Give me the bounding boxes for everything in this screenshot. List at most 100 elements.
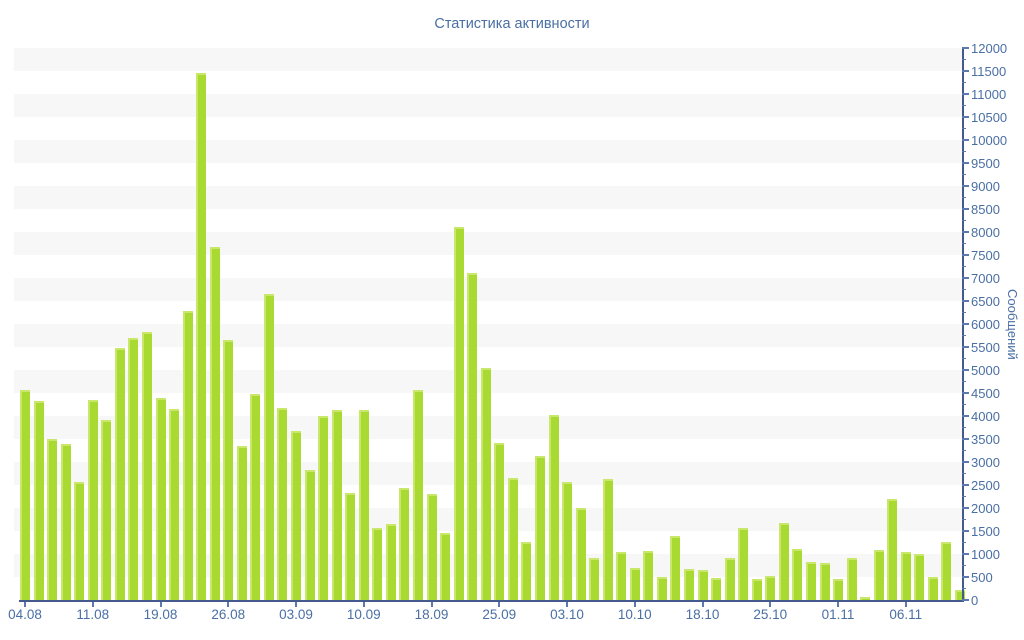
y-major-tick (962, 530, 969, 532)
x-tick (430, 602, 433, 607)
y-minor-tick (962, 174, 966, 175)
y-major-tick (962, 576, 969, 578)
y-major-tick (962, 507, 969, 509)
bar (562, 482, 572, 600)
y-minor-tick (962, 473, 966, 474)
y-tick-label: 11500 (971, 63, 1007, 79)
bar (765, 576, 776, 600)
y-minor-tick (962, 519, 966, 520)
bar (263, 294, 274, 600)
bar (196, 73, 207, 600)
bar (643, 551, 654, 600)
y-tick-label: 6500 (971, 293, 1000, 309)
y-major-tick (962, 599, 969, 601)
y-axis-line (962, 48, 964, 602)
y-tick-label: 12000 (971, 40, 1008, 56)
y-minor-tick (962, 197, 966, 198)
y-tick-label: 6000 (971, 316, 1000, 332)
x-tick-label: 11.08 (76, 607, 110, 622)
y-major-tick (962, 438, 969, 440)
x-tick-label: 10.10 (617, 607, 652, 622)
y-major-tick (962, 346, 969, 348)
x-tick-label: 06.11 (889, 607, 923, 622)
bar (616, 552, 627, 600)
y-tick-label: 5500 (971, 339, 1000, 355)
bar (589, 558, 600, 600)
y-tick-label: 2000 (971, 500, 1000, 516)
x-tick (904, 602, 907, 607)
bar (900, 552, 911, 600)
bar (792, 549, 803, 600)
y-minor-tick (962, 335, 966, 336)
bar (47, 439, 58, 600)
bar (684, 569, 694, 600)
y-major-tick (962, 70, 969, 72)
y-tick-label: 8000 (971, 224, 1000, 240)
y-tick-label: 7000 (971, 270, 1000, 286)
y-minor-tick (962, 105, 966, 106)
x-tick (227, 602, 230, 607)
plot-area (14, 48, 965, 600)
y-minor-tick (962, 128, 966, 129)
bar (548, 415, 559, 600)
x-tick (362, 602, 365, 607)
y-minor-tick (962, 427, 966, 428)
y-minor-tick (962, 289, 966, 290)
y-major-tick (962, 323, 969, 325)
y-tick-label: 3500 (971, 431, 1000, 447)
bar (345, 493, 356, 600)
y-tick-label: 7500 (971, 247, 1000, 263)
bar (385, 524, 396, 600)
bar (169, 409, 180, 600)
bar (507, 478, 518, 600)
x-tick (24, 602, 26, 607)
y-axis-title-wrap: Сообщений (1002, 48, 1023, 600)
bar (873, 550, 884, 600)
bar (440, 533, 451, 600)
y-major-tick (962, 208, 969, 210)
bar (142, 332, 152, 600)
x-tick-label: 01.11 (821, 607, 855, 622)
y-major-tick (962, 231, 969, 233)
bar (833, 579, 843, 600)
bar (670, 536, 681, 600)
bar (399, 488, 410, 600)
bar (277, 408, 288, 600)
bar (372, 528, 383, 600)
bar (114, 348, 125, 600)
y-major-tick (962, 369, 969, 371)
y-major-tick (962, 277, 969, 279)
y-tick-label: 10000 (971, 132, 1008, 148)
bar (453, 227, 464, 600)
x-tick-label: 19.08 (143, 607, 178, 622)
bar (60, 444, 71, 600)
x-tick (159, 602, 162, 607)
y-major-tick (962, 392, 969, 394)
x-tick-label: 25.09 (482, 607, 517, 622)
x-tick-label: 18.09 (414, 607, 449, 622)
bar (101, 420, 112, 600)
y-major-tick (962, 484, 969, 486)
y-tick-label: 9500 (971, 155, 1000, 171)
bar (955, 590, 965, 600)
y-minor-tick (962, 404, 966, 405)
y-tick-label: 1500 (971, 523, 1000, 539)
x-tick (498, 602, 501, 607)
y-tick-label: 1000 (971, 546, 1000, 562)
x-axis-line (19, 600, 964, 602)
bar (331, 410, 342, 600)
bar (33, 401, 44, 600)
y-minor-tick (962, 358, 966, 359)
bar (914, 554, 925, 600)
x-tick-label: 10.09 (346, 607, 381, 622)
bar (480, 368, 491, 600)
bar (602, 479, 613, 600)
y-major-tick (962, 162, 969, 164)
y-major-tick (962, 185, 969, 187)
bar (128, 338, 139, 600)
bar (941, 542, 952, 600)
y-tick-label: 8500 (971, 201, 1000, 217)
x-tick (701, 602, 704, 607)
y-tick-label: 4000 (971, 408, 1000, 424)
y-minor-tick (962, 496, 966, 497)
